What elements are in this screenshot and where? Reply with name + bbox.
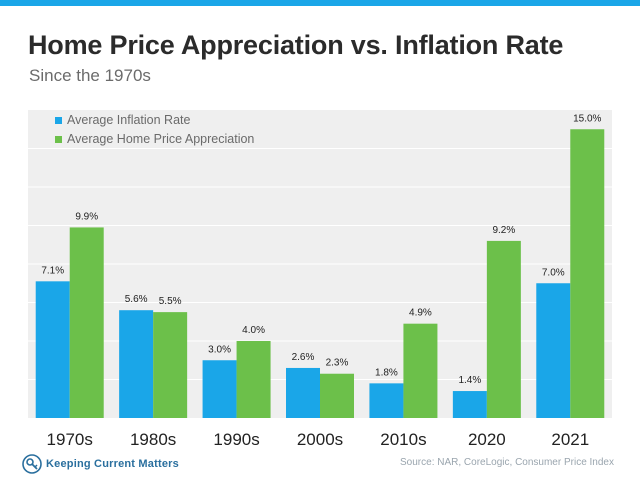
source-note: Source: NAR, CoreLogic, Consumer Price I… xyxy=(400,457,614,468)
x-tick-label-1970s: 1970s xyxy=(47,430,93,449)
bar-appreciation-2010s xyxy=(403,323,438,418)
data-label-inflation-2020: 1.4% xyxy=(458,375,481,386)
bar-appreciation-1970s xyxy=(69,227,104,418)
bar-inflation-2020 xyxy=(452,391,487,418)
top-accent-stripe xyxy=(0,0,640,6)
data-label-inflation-2021: 7.0% xyxy=(542,267,565,278)
key-house-logo-icon xyxy=(22,454,42,474)
data-label-appreciation-2021: 15.0% xyxy=(573,113,601,124)
x-tick-label-2010s: 2010s xyxy=(380,430,426,449)
bar-appreciation-2020 xyxy=(486,240,521,418)
bar-appreciation-2021 xyxy=(570,129,605,418)
data-label-inflation-1970s: 7.1% xyxy=(41,265,64,276)
legend-label-appreciation: Average Home Price Appreciation xyxy=(67,132,254,146)
data-label-inflation-1980s: 5.6% xyxy=(125,294,148,305)
legend-swatch-inflation xyxy=(55,117,62,124)
data-label-appreciation-2010s: 4.9% xyxy=(409,308,432,319)
brand-name: Keeping Current Matters xyxy=(46,458,179,470)
bar-appreciation-1980s xyxy=(153,312,188,418)
data-label-appreciation-1990s: 4.0% xyxy=(242,325,265,336)
x-tick-label-2020: 2020 xyxy=(468,430,506,449)
data-label-appreciation-2020: 9.2% xyxy=(492,225,515,236)
x-tick-label-1980s: 1980s xyxy=(130,430,176,449)
data-label-inflation-2010s: 1.8% xyxy=(375,367,398,378)
x-tick-label-2021: 2021 xyxy=(551,430,589,449)
brand-logo: Keeping Current Matters xyxy=(22,454,179,474)
bar-inflation-2021 xyxy=(536,283,571,418)
bar-inflation-2010s xyxy=(369,383,404,418)
bar-appreciation-2000s xyxy=(320,373,354,418)
x-tick-label-2000s: 2000s xyxy=(297,430,343,449)
bar-inflation-1980s xyxy=(119,310,154,418)
page-subtitle: Since the 1970s xyxy=(29,66,151,85)
x-tick-label-1990s: 1990s xyxy=(213,430,259,449)
data-label-inflation-1990s: 3.0% xyxy=(208,344,231,355)
data-label-appreciation-2000s: 2.3% xyxy=(326,358,349,369)
legend-swatch-appreciation xyxy=(55,136,62,143)
bar-inflation-1990s xyxy=(202,360,237,418)
bar-appreciation-1990s xyxy=(236,341,271,418)
bar-inflation-1970s xyxy=(35,281,70,418)
bar-inflation-2000s xyxy=(286,367,320,418)
data-label-appreciation-1970s: 9.9% xyxy=(75,211,98,222)
data-label-inflation-2000s: 2.6% xyxy=(292,352,315,363)
data-label-appreciation-1980s: 5.5% xyxy=(159,296,182,307)
page-title: Home Price Appreciation vs. Inflation Ra… xyxy=(28,30,564,60)
legend-label-inflation: Average Inflation Rate xyxy=(67,113,191,127)
